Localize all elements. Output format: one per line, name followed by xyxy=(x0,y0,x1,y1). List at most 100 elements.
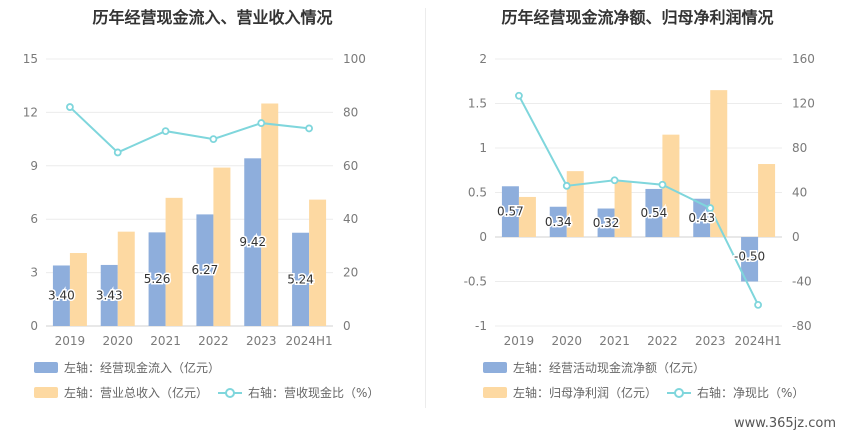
bar-right-2022 xyxy=(662,134,680,237)
legend-item-bar-right[interactable]: 左轴：营业总收入（亿元） xyxy=(34,384,208,401)
x-tick-label: 2023 xyxy=(695,334,726,348)
y-right-tick-label: 80 xyxy=(792,141,807,155)
y-left-tick-label: -0.5 xyxy=(464,275,487,289)
data-label-2019: 3.40 xyxy=(48,289,75,303)
bar-left-2019 xyxy=(52,265,70,326)
y-left-tick-label: 0 xyxy=(479,230,487,244)
legend-swatch-orange xyxy=(483,387,507,398)
legend-item-bar-left[interactable]: 左轴：经营活动现金流净额（亿元） xyxy=(483,359,705,376)
line-point-2022 xyxy=(658,180,667,189)
y-left-tick-label: 3 xyxy=(30,266,38,280)
legend-label: 左轴：归母净利润（亿元） xyxy=(513,386,658,400)
y-right-tick-label: 20 xyxy=(343,266,358,280)
legend-item-line[interactable]: 右轴：净现比（%） xyxy=(667,384,804,401)
data-label-2022: 6.27 xyxy=(192,263,219,277)
legend-label: 左轴：经营活动现金流净额（亿元） xyxy=(513,361,706,375)
data-label-2023: 9.42 xyxy=(239,235,266,249)
y-right-tick-label: 40 xyxy=(792,186,807,200)
bar-right-2021 xyxy=(614,180,632,237)
bar-left-2019 xyxy=(501,186,519,237)
data-label-2022: 0.54 xyxy=(641,206,668,220)
line-point-2024H1 xyxy=(305,124,313,133)
line-point-2021 xyxy=(161,127,170,135)
legend-label: 右轴：营收现金比（%） xyxy=(248,386,380,400)
bar-right-2022 xyxy=(213,167,231,326)
y-right-tick-label: -40 xyxy=(792,275,812,289)
data-label-2019: 0.57 xyxy=(497,205,524,219)
bar-left-2021 xyxy=(148,232,166,326)
y-left-tick-label: 9 xyxy=(30,159,38,173)
y-left-tick-label: 6 xyxy=(30,212,38,226)
line-point-2019 xyxy=(515,91,523,100)
bar-left-2021 xyxy=(597,208,615,237)
y-right-tick-label: 0 xyxy=(792,230,800,244)
line-point-2022 xyxy=(209,135,218,144)
bar-right-2024H1 xyxy=(758,164,776,237)
y-left-tick-label: 15 xyxy=(23,52,38,66)
legend-line-icon xyxy=(218,387,242,399)
bar-left-2020 xyxy=(549,206,567,237)
bar-right-2023 xyxy=(710,90,728,238)
y-left-tick-label: 0 xyxy=(30,319,38,333)
line-series xyxy=(518,95,759,306)
bar-left-2022 xyxy=(196,214,214,326)
chart-panel-cashflow-revenue: 历年经营现金流入、营业收入情况 0 3 6 9 12 15 0 20 40 60 80 100 2019… xyxy=(23,8,380,401)
data-label-2020: 3.43 xyxy=(96,288,123,302)
bar-right-2019 xyxy=(518,196,536,237)
y-right-tick-label: 60 xyxy=(343,159,358,173)
line-point-2020 xyxy=(113,148,122,157)
y-left-tick-label: -1 xyxy=(475,319,487,333)
bar-right-2023 xyxy=(261,103,279,326)
data-label-2023: 0.43 xyxy=(688,211,715,225)
data-label-2024H1: 5.24 xyxy=(287,272,314,286)
bar-right-2020 xyxy=(117,231,135,326)
x-tick-label: 2023 xyxy=(246,334,277,348)
data-label-2021: 0.32 xyxy=(593,216,620,230)
legend-label: 左轴：营业总收入（亿元） xyxy=(64,386,209,400)
x-tick-label: 2024H1 xyxy=(285,334,332,348)
line-series xyxy=(69,106,310,154)
bar-right-2024H1 xyxy=(309,199,327,326)
chart-plot: 0 3 6 9 12 15 0 20 40 60 80 100 2019 2020 2021 2022 2023… xyxy=(23,52,366,348)
data-label-2024H1: -0.50 xyxy=(734,250,765,264)
y-left-tick-label: 0.5 xyxy=(468,186,487,200)
y-right-tick-label: 40 xyxy=(343,212,358,226)
bar-left-2023 xyxy=(693,198,711,237)
x-tick-label: 2019 xyxy=(55,334,86,348)
legend-item-bar-left[interactable]: 左轴：经营现金流入（亿元） xyxy=(34,359,220,376)
bar-right-2021 xyxy=(165,197,183,326)
line-point-2024H1 xyxy=(754,300,762,309)
y-left-tick-label: 1.5 xyxy=(468,97,487,111)
x-tick-label: 2021 xyxy=(599,334,630,348)
y-right-tick-label: -80 xyxy=(792,319,812,333)
legend-item-bar-right[interactable]: 左轴：归母净利润（亿元） xyxy=(483,384,657,401)
legend-swatch-orange xyxy=(34,387,58,398)
line-point-2023 xyxy=(706,204,715,212)
x-tick-label: 2024H1 xyxy=(734,334,781,348)
line-point-2020 xyxy=(562,181,571,190)
bar-left-2024H1 xyxy=(292,232,310,326)
chart-title: 历年经营现金流净额、归母净利润情况 xyxy=(501,8,774,27)
panel-divider xyxy=(425,8,426,408)
x-tick-label: 2020 xyxy=(102,334,133,348)
bar-right-2019 xyxy=(69,253,87,326)
line-point-2023 xyxy=(257,119,266,127)
legend-swatch-blue xyxy=(483,362,507,373)
legend-line-icon xyxy=(667,387,691,399)
x-tick-label: 2021 xyxy=(150,334,181,348)
legend-label: 右轴：净现比（%） xyxy=(697,386,805,400)
y-left-tick-label: 1 xyxy=(479,141,487,155)
y-left-tick-label: 12 xyxy=(23,105,38,119)
x-tick-label: 2022 xyxy=(647,334,678,348)
bar-left-2024H1 xyxy=(741,237,759,282)
y-right-tick-label: 0 xyxy=(343,319,351,333)
watermark: www.365jz.com xyxy=(734,416,836,431)
line-point-2019 xyxy=(66,103,74,111)
legend-swatch-blue xyxy=(34,362,58,373)
y-left-tick-label: 2 xyxy=(479,52,487,66)
bar-right-2020 xyxy=(566,171,584,237)
y-right-tick-label: 100 xyxy=(343,52,366,66)
x-tick-label: 2019 xyxy=(504,334,535,348)
legend-item-line[interactable]: 右轴：营收现金比（%） xyxy=(218,384,379,401)
